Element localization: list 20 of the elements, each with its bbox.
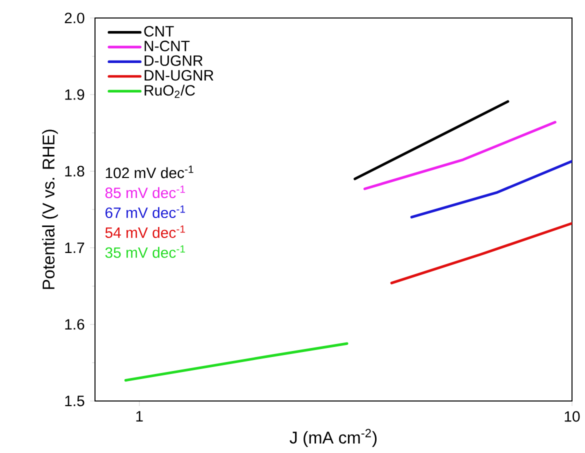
- annotation: 35 mV dec$^{-1}$: [105, 245, 185, 258]
- y-tick-label: 1.7: [65, 242, 84, 253]
- annotation: 85 mV dec$^{-1}$: [105, 186, 185, 198]
- legend-label: CNT: [144, 26, 174, 37]
- y-axis-title: Potential (V vs. RHE): [42, 130, 58, 289]
- legend-label: D-UGNR: [144, 55, 203, 66]
- x-axis-title: J (mA cm$^{-2}$): [290, 428, 377, 447]
- legend-label: RuO$_{2}$/C: [144, 84, 195, 98]
- x-tick-label: 1: [136, 411, 143, 422]
- y-tick-label: 1.6: [65, 319, 84, 330]
- y-tick-label: 1.8: [65, 166, 84, 176]
- annotation: 54 mV dec$^{-1}$: [105, 225, 185, 238]
- annotation: 67 mV dec$^{-1}$: [106, 206, 185, 218]
- x-tick-label: 10: [564, 411, 580, 422]
- y-tick-label: 1.5: [65, 396, 84, 406]
- annotation: 102 mV dec$^{-1}$: [106, 166, 194, 178]
- legend-label: DN-UGNR: [144, 70, 214, 81]
- y-tick-label: 2.0: [64, 12, 84, 24]
- y-tick-label: 1.9: [65, 89, 84, 100]
- legend-label: N-CNT: [144, 40, 190, 52]
